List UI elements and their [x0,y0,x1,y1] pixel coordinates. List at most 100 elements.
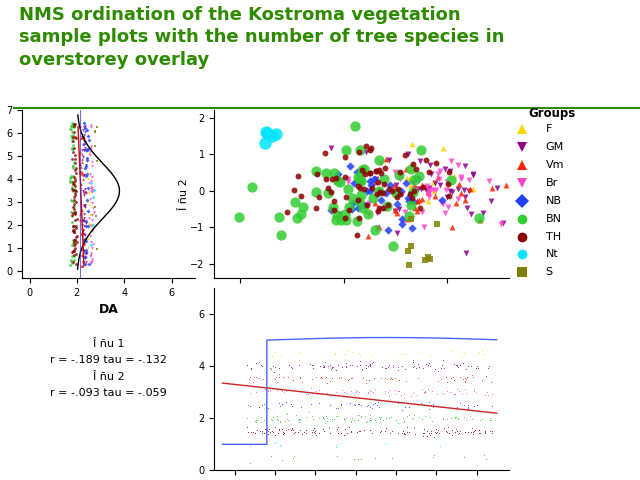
Point [335,439,346,446]
Point [335,216,346,224]
Point [67,209,77,217]
Point [429,180,440,187]
Point [468,431,479,438]
Point [261,425,271,432]
Point [273,417,283,424]
Point [352,198,362,206]
Point [434,175,444,183]
Point [385,429,396,437]
Point [367,429,377,437]
Point [81,237,92,245]
Point [260,425,270,433]
Point [407,140,417,147]
Point [262,386,273,394]
Point [293,416,303,423]
Point [65,122,76,130]
Point [453,186,463,193]
Point [295,348,305,356]
Point [334,374,344,382]
Point [420,360,431,368]
Point [68,180,78,188]
Point [70,182,80,190]
Point [339,214,349,221]
Point [369,374,380,382]
Point [247,184,257,192]
Point [70,191,81,198]
Point [340,173,350,180]
Point [355,427,365,434]
Point [322,415,332,422]
Point [87,227,97,234]
Point [433,367,444,374]
Point [68,158,79,166]
Point [345,162,355,169]
Point [79,253,90,261]
Point [68,164,78,171]
Point [78,262,88,270]
Point [273,213,284,221]
Point [386,374,396,382]
Point [69,216,79,224]
Point [333,178,343,185]
Point [70,160,80,168]
Point [314,386,324,394]
Point [393,387,403,395]
Point [477,415,487,422]
Point [341,146,351,154]
Point [79,260,90,267]
Point [85,252,95,259]
Point [358,374,369,382]
Point [361,201,371,209]
Point [276,231,286,239]
Point [388,187,399,195]
Point [270,423,280,431]
Point [349,401,360,409]
Point [269,375,280,383]
Point [77,221,88,229]
Point [79,210,89,218]
Point [453,430,463,438]
Point [467,415,477,423]
Point [283,426,293,433]
Point [518,228,529,235]
Point [326,392,336,400]
Point [281,409,291,417]
Point [67,212,77,219]
Point [372,401,382,408]
Point [365,361,375,369]
Point [356,455,366,463]
Point [76,216,86,224]
Point [67,185,77,193]
Point [81,246,92,253]
Point [392,193,402,201]
Point [292,429,303,436]
Point [429,365,440,372]
Point [85,151,95,159]
Point [251,418,261,425]
Point [83,189,93,196]
Point [452,427,462,435]
Point [430,429,440,436]
Point [250,429,260,436]
Point [451,199,461,206]
Point [460,193,470,201]
Point [344,375,355,383]
Point [374,403,384,411]
Point [485,416,495,423]
Point [325,429,335,437]
Point [83,234,93,242]
Point [432,429,442,436]
Point [68,120,78,128]
Point [335,179,345,186]
Point [69,227,79,234]
Point [415,157,425,165]
Point [322,390,332,397]
Point [67,252,77,260]
Point [408,188,419,196]
Point [318,414,328,421]
Point [346,417,356,424]
Point [444,388,454,396]
Point [327,374,337,382]
Point [392,352,402,360]
Point [71,169,81,177]
